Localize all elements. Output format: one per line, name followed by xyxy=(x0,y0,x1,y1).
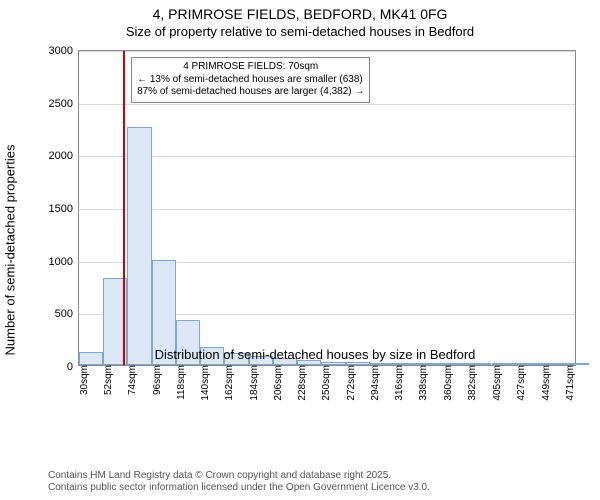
x-tick-label: 316sqm xyxy=(390,365,405,401)
y-axis-label: Number of semi-detached properties xyxy=(3,145,18,356)
gridline-h xyxy=(79,209,575,210)
x-tick-label: 272sqm xyxy=(342,365,357,401)
annotation-line: 4 PRIMROSE FIELDS: 70sqm xyxy=(137,61,364,74)
page-subtitle: Size of property relative to semi-detach… xyxy=(0,22,600,39)
x-tick-label: 294sqm xyxy=(366,365,381,401)
x-tick-label: 140sqm xyxy=(196,365,211,401)
attribution-footer: Contains HM Land Registry data © Crown c… xyxy=(48,470,430,494)
chart-container: 05001000150020002500300030sqm52sqm74sqm9… xyxy=(48,44,582,420)
x-tick-label: 382sqm xyxy=(463,365,478,401)
gridline-h xyxy=(79,156,575,157)
annotation-box: 4 PRIMROSE FIELDS: 70sqm← 13% of semi-de… xyxy=(131,57,370,103)
gridline-h xyxy=(79,104,575,105)
x-tick-label: 52sqm xyxy=(99,365,114,395)
histogram-bar xyxy=(127,127,151,365)
x-axis-label: Distribution of semi-detached houses by … xyxy=(48,347,582,362)
x-tick-label: 427sqm xyxy=(512,365,527,401)
annotation-line: 87% of semi-detached houses are larger (… xyxy=(137,86,364,99)
gridline-h xyxy=(79,51,575,52)
footer-line-2: Contains public sector information licen… xyxy=(48,482,430,494)
property-marker-line xyxy=(123,51,125,365)
x-tick-label: 360sqm xyxy=(439,365,454,401)
x-tick-label: 162sqm xyxy=(220,365,235,401)
x-tick-label: 96sqm xyxy=(148,365,163,395)
footer-line-1: Contains HM Land Registry data © Crown c… xyxy=(48,470,430,482)
x-tick-label: 250sqm xyxy=(317,365,332,401)
plot-area: 05001000150020002500300030sqm52sqm74sqm9… xyxy=(78,50,576,366)
x-tick-label: 228sqm xyxy=(293,365,308,401)
y-tick-label: 2500 xyxy=(49,98,79,110)
y-tick-label: 2000 xyxy=(49,150,79,162)
x-tick-label: 471sqm xyxy=(561,365,576,401)
x-tick-label: 30sqm xyxy=(75,365,90,395)
x-tick-label: 206sqm xyxy=(269,365,284,401)
y-tick-label: 3000 xyxy=(49,45,79,57)
x-tick-label: 118sqm xyxy=(172,365,187,400)
y-tick-label: 500 xyxy=(55,308,79,320)
x-tick-label: 184sqm xyxy=(245,365,260,401)
x-tick-label: 338sqm xyxy=(414,365,429,401)
page-title: 4, PRIMROSE FIELDS, BEDFORD, MK41 0FG xyxy=(0,0,600,22)
annotation-line: ← 13% of semi-detached houses are smalle… xyxy=(137,74,364,87)
x-tick-label: 405sqm xyxy=(488,365,503,401)
y-tick-label: 1500 xyxy=(49,203,79,215)
y-tick-label: 1000 xyxy=(49,256,79,268)
x-tick-label: 449sqm xyxy=(537,365,552,401)
x-tick-label: 74sqm xyxy=(123,365,138,395)
